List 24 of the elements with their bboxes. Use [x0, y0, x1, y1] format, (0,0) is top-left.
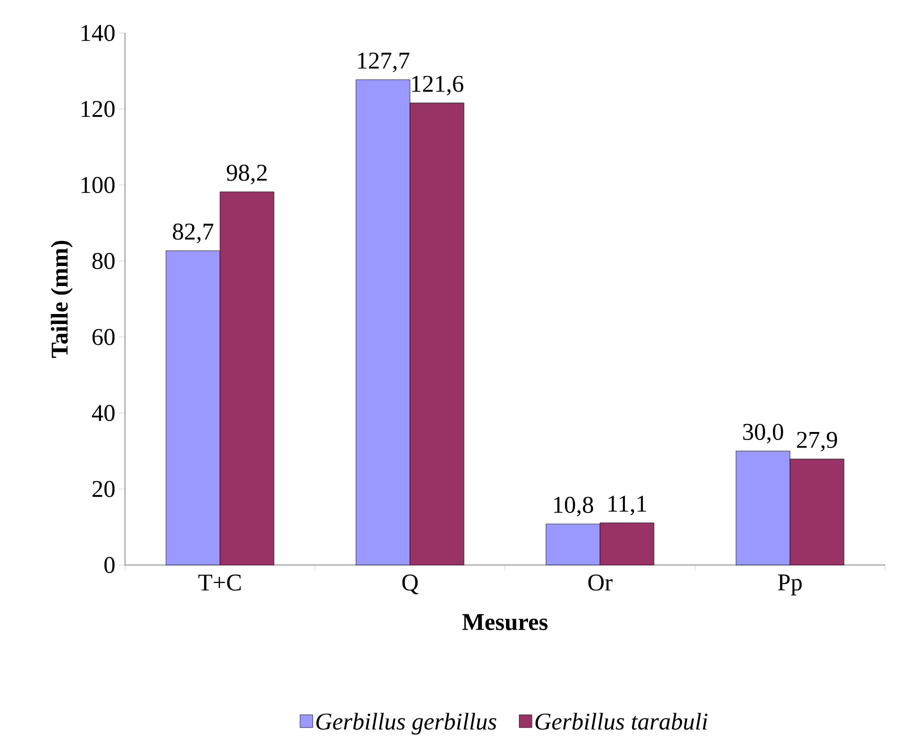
x-tick-label: Or	[588, 574, 612, 591]
data-label: 27,9	[797, 432, 838, 452]
y-tick-label: 0	[104, 556, 115, 574]
x-axis-title: Mesures	[462, 614, 548, 630]
data-label: 11,1	[608, 496, 646, 516]
data-label: 10,8	[554, 496, 594, 516]
x-tick-label: Q	[402, 574, 418, 594]
y-tick-label: 20	[92, 480, 115, 498]
data-label: 127,7	[358, 52, 410, 72]
y-axis-title: Taille (mm)	[50, 240, 73, 358]
y-tick-label: 40	[92, 404, 115, 422]
y-tick-label: 140	[82, 24, 115, 42]
x-tick-label: T+C	[198, 574, 241, 591]
data-label: 98,2	[226, 164, 267, 184]
legend-label: Gerbillus tarabuli	[535, 712, 708, 730]
y-tick-label: 120	[82, 100, 115, 118]
y-tick-label: 60	[92, 328, 115, 346]
x-tick-label: Pp	[778, 574, 802, 596]
y-tick-label: 100	[82, 176, 115, 194]
data-label: 121,6	[412, 76, 464, 96]
y-tick-label: 80	[92, 252, 115, 270]
data-label: 82,7	[172, 224, 214, 244]
legend-label: Gerbillus gerbillus	[316, 712, 496, 735]
data-label: 30,0	[743, 424, 784, 444]
